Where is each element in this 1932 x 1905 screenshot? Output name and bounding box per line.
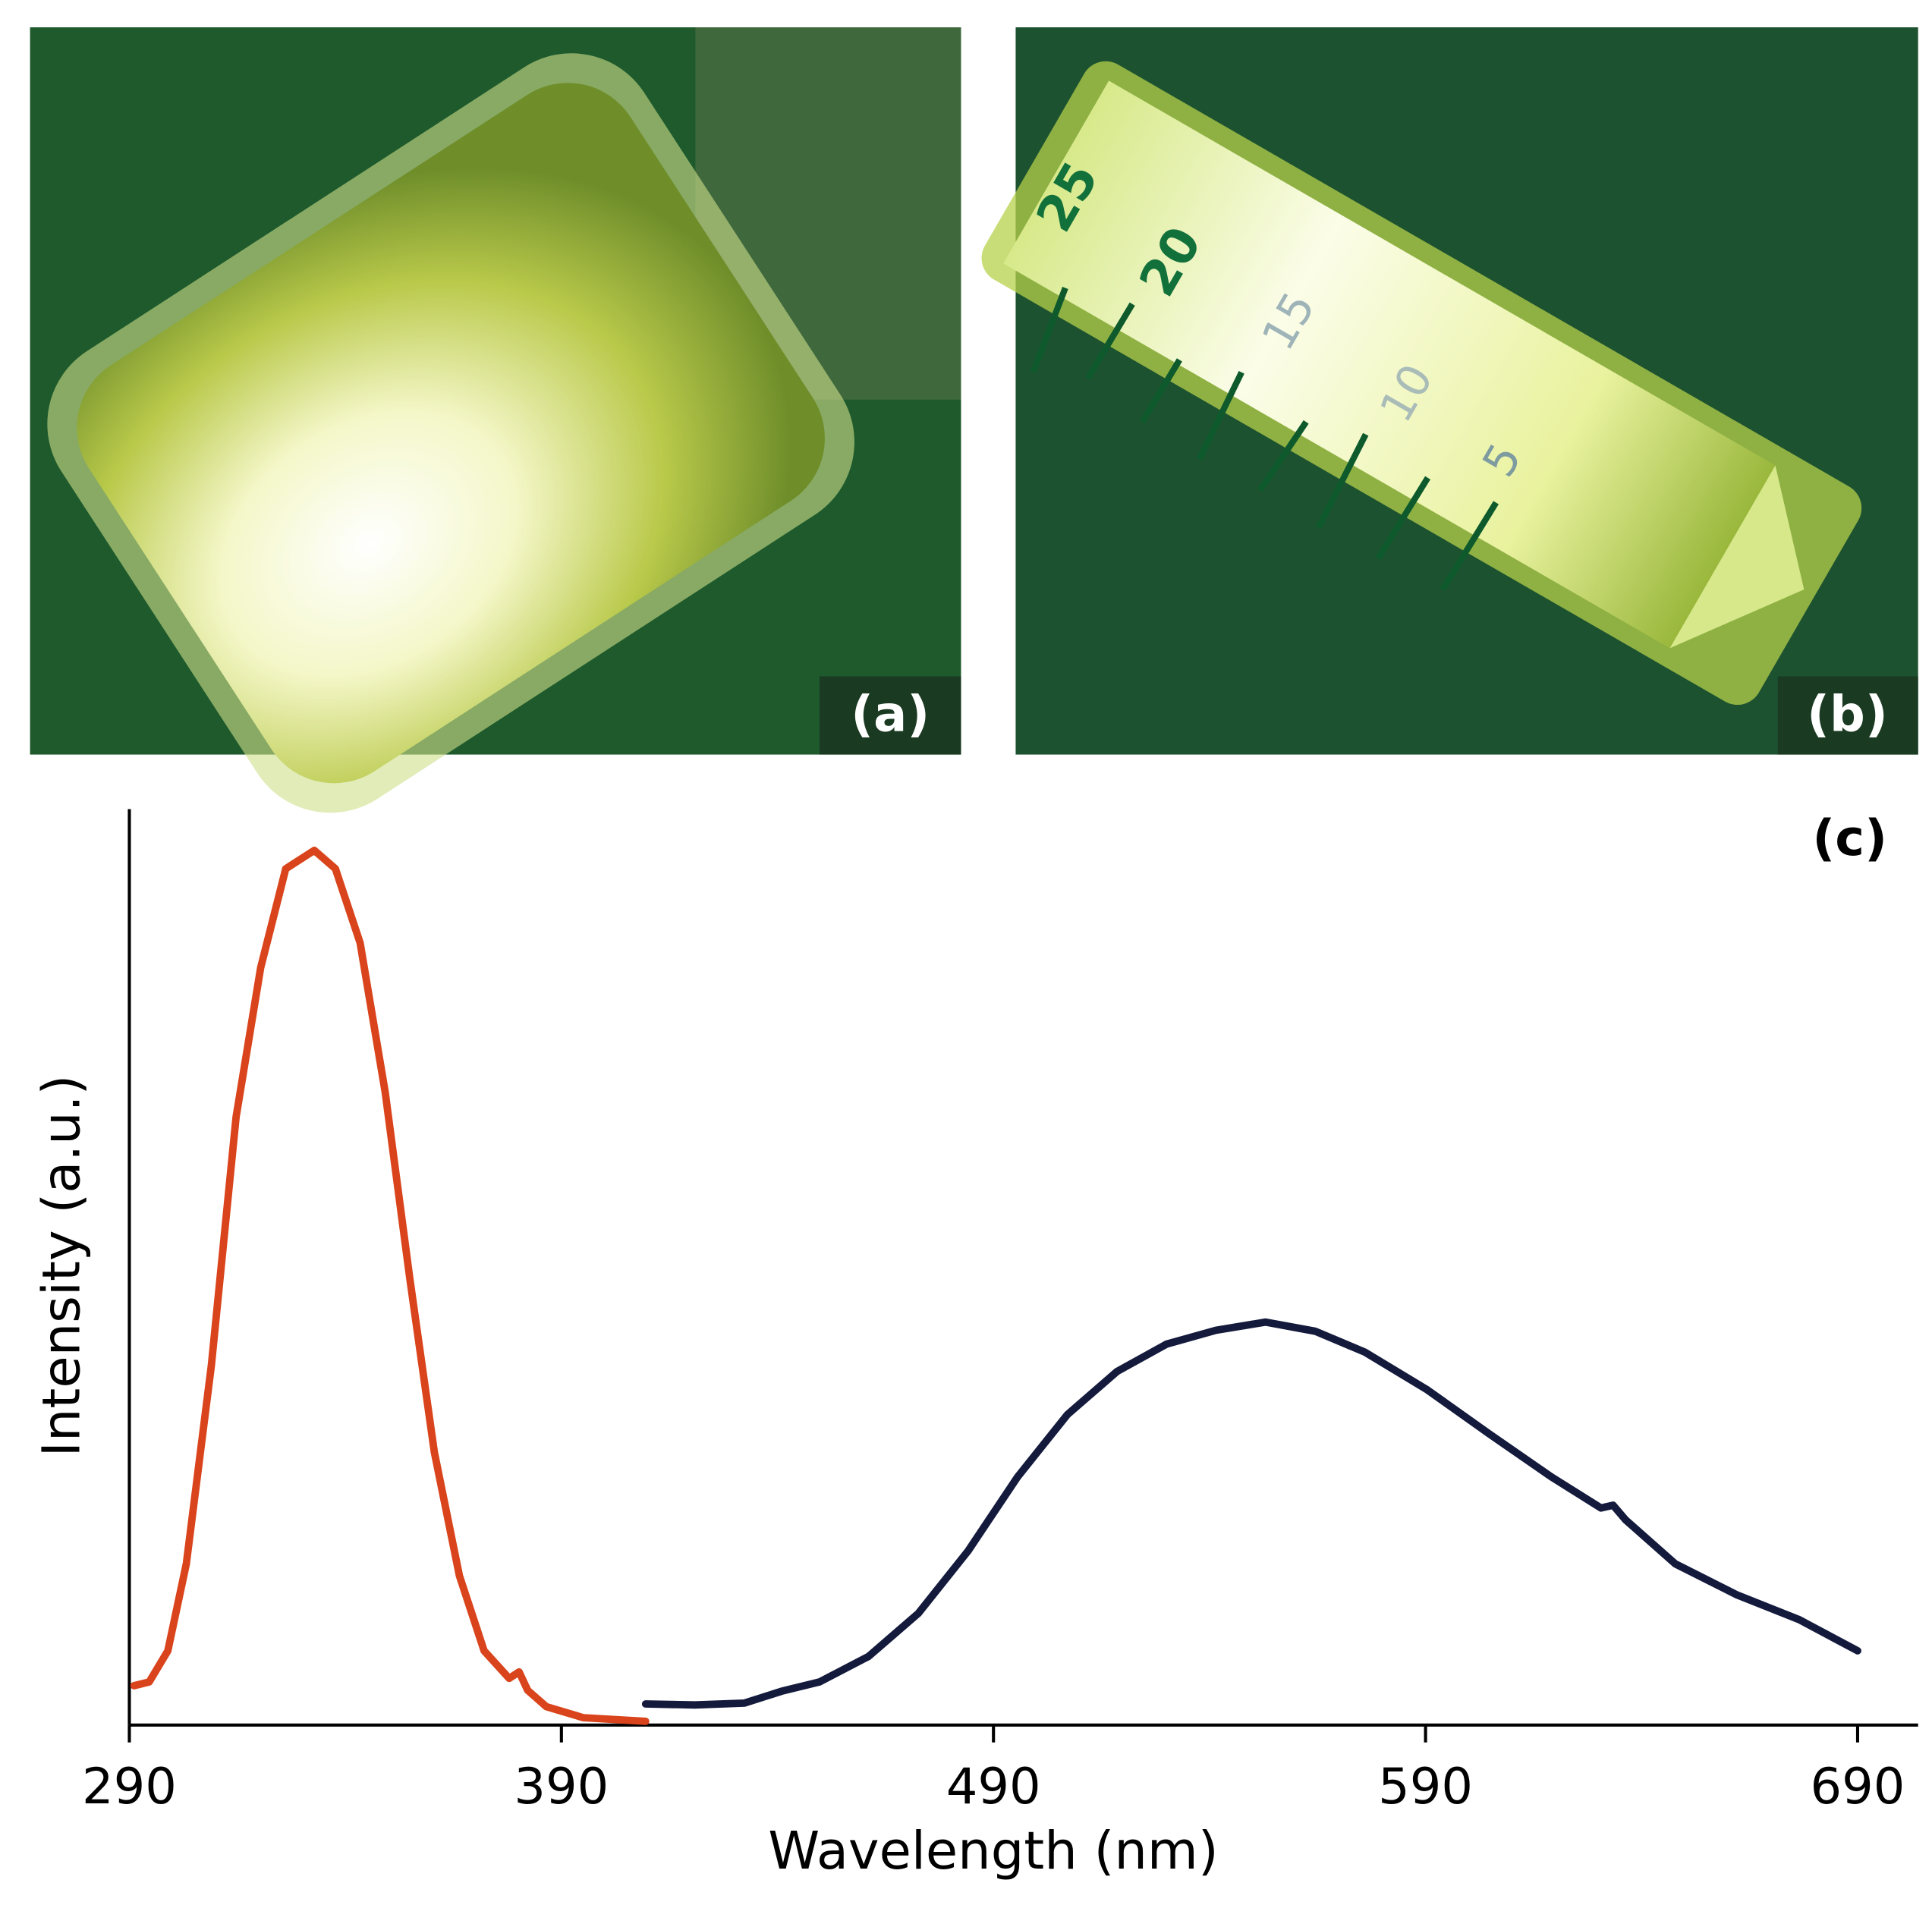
spectrum-line — [130, 846, 650, 1725]
panel-label: (c) — [1812, 809, 1887, 867]
panel-label: (a) — [851, 686, 930, 743]
photo-a: (a) — [30, 27, 961, 813]
x-tick-label: 690 — [1811, 1758, 1905, 1815]
x-axis-label: Wavelength (nm) — [768, 1821, 1218, 1881]
panel-label: (b) — [1807, 686, 1888, 743]
x-tick-label: 490 — [946, 1758, 1041, 1815]
spectrum-line — [641, 1318, 1861, 1709]
y-axis-label: Intensity (a.u.) — [31, 1075, 92, 1457]
x-tick-label: 390 — [514, 1758, 609, 1815]
x-tick-label: 590 — [1378, 1758, 1473, 1815]
photo-b: 25 20 15 10 5 (b) — [981, 27, 1918, 755]
x-tick-label: 290 — [82, 1758, 177, 1815]
